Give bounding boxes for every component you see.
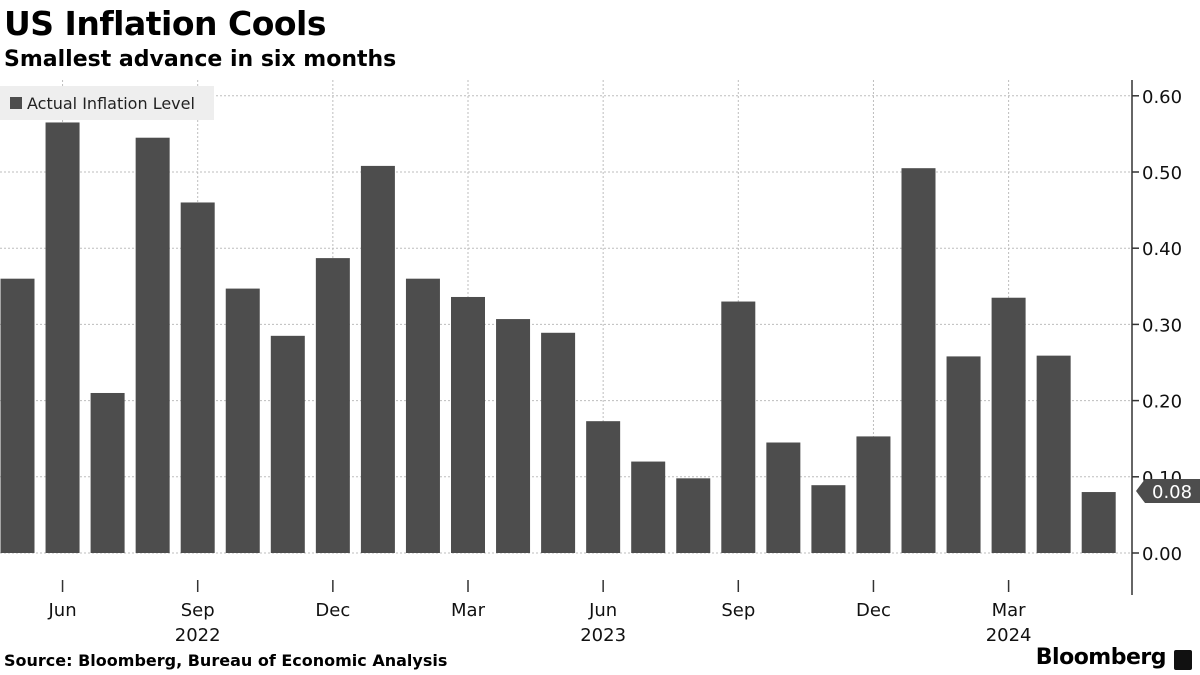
x-year-label: 2024 — [986, 625, 1032, 645]
x-tick-label: Mar — [992, 600, 1027, 621]
source-note: Source: Bloomberg, Bureau of Economic An… — [4, 651, 448, 670]
bar — [586, 421, 621, 553]
bar — [135, 137, 170, 553]
brand-mark-icon — [1174, 650, 1192, 670]
x-year-label: 2023 — [580, 625, 626, 645]
bar — [991, 297, 1026, 553]
bar — [946, 356, 981, 553]
last-value-label: 0.08 — [1152, 482, 1192, 503]
legend-label: Actual Inflation Level — [27, 93, 195, 113]
bar — [496, 319, 531, 553]
y-tick-label: 0.20 — [1142, 392, 1182, 413]
last-value-marker — [1136, 479, 1200, 504]
y-tick-label: 0.00 — [1142, 544, 1182, 565]
bars — [0, 122, 1116, 554]
x-tick-label: Mar — [451, 600, 486, 621]
bar — [721, 301, 756, 553]
bar — [180, 202, 215, 554]
bar — [360, 165, 395, 554]
x-tick-label: Sep — [181, 600, 215, 621]
y-tick-label: 0.50 — [1142, 163, 1182, 184]
bar — [766, 442, 801, 553]
y-tick-label: 0.40 — [1142, 239, 1182, 260]
x-tick-label: Sep — [721, 600, 755, 621]
bar — [811, 485, 846, 553]
x-tick-label: Dec — [856, 600, 891, 621]
x-tick-label: Dec — [315, 600, 350, 621]
y-tick-label: 0.30 — [1142, 315, 1182, 336]
brand-logo: Bloomberg — [1035, 645, 1167, 670]
bar — [405, 278, 440, 553]
x-year-label: 2022 — [175, 625, 221, 645]
x-tick-label: Jun — [47, 600, 76, 621]
x-axis: Jun Sep Dec Mar Jun Sep Dec Mar 2022 2023 2024 — [47, 580, 1032, 645]
bar — [856, 436, 891, 553]
x-tick-label: Jun — [588, 600, 617, 621]
bar — [541, 332, 576, 553]
y-tick-label: 0.60 — [1142, 87, 1182, 108]
bar — [676, 478, 711, 553]
bar — [1081, 492, 1116, 553]
y-axis: 0.000.100.200.300.400.500.60 — [1131, 80, 1182, 595]
bar — [631, 461, 666, 553]
bar-chart: 0.000.100.200.300.400.500.60 Jun Sep Dec Ma… — [0, 80, 1200, 645]
bar — [315, 258, 350, 553]
bar — [225, 288, 260, 553]
chart-title: US Inflation Cools — [4, 4, 327, 43]
bar — [1036, 355, 1071, 553]
bar — [0, 278, 35, 553]
bar — [270, 335, 305, 553]
bar — [901, 168, 936, 553]
last-value-callout: 0.08 — [1136, 479, 1200, 504]
legend: Actual Inflation Level — [0, 86, 214, 120]
legend-swatch — [10, 97, 22, 109]
bar — [90, 392, 125, 553]
chart-subtitle: Smallest advance in six months — [4, 47, 397, 72]
bar — [451, 296, 485, 553]
bar — [45, 122, 80, 553]
